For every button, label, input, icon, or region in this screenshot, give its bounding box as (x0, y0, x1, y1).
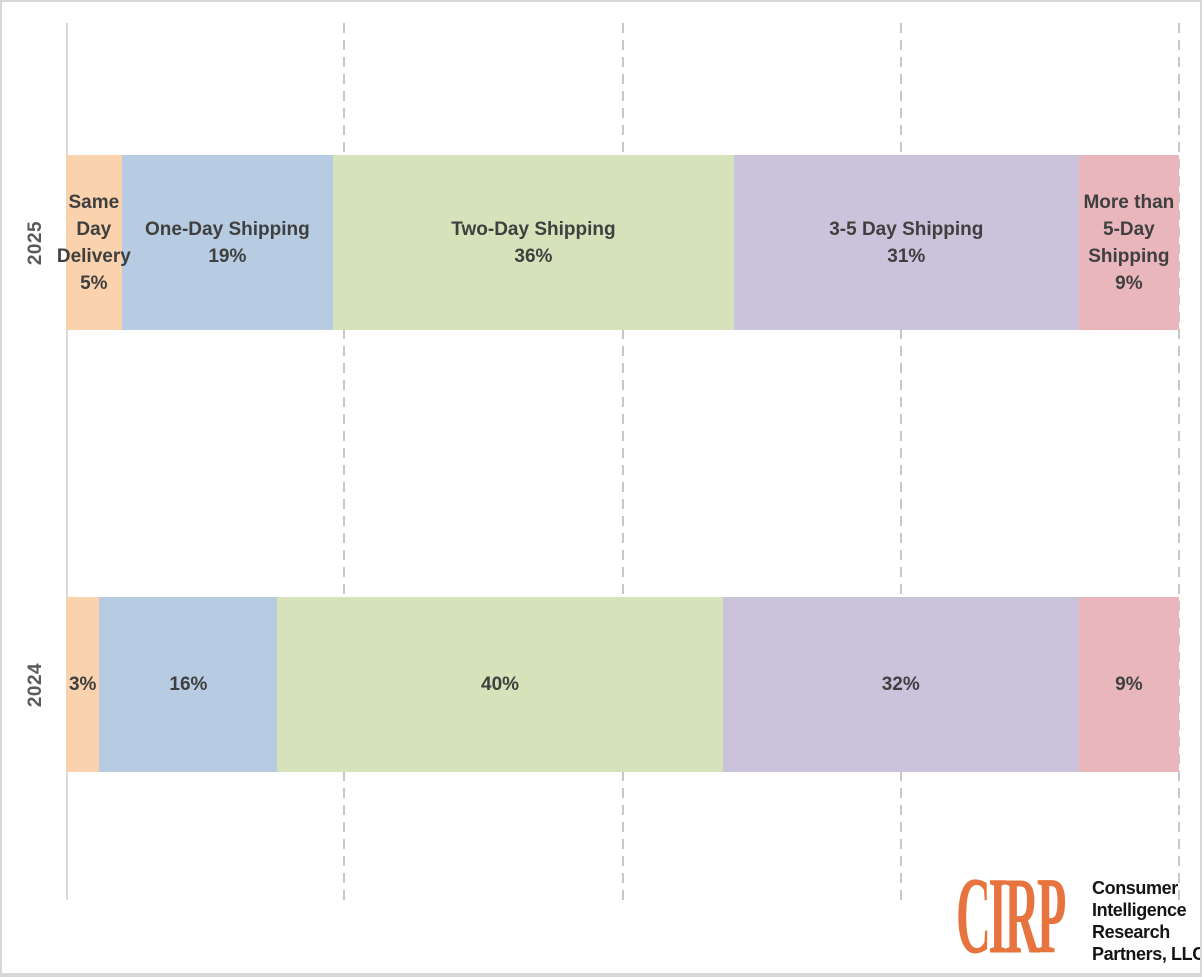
bar-segment-label: 9% (1115, 674, 1143, 695)
bar-segment-label: Two-Day Shipping 36% (451, 218, 616, 267)
y-axis-label-2024: 2024 (25, 662, 46, 707)
bar-segment-label: 16% (169, 674, 208, 695)
bar-row-2025: Same Day Delivery 5% One-Day Shipping 19% Two-… (57, 155, 1179, 330)
bar-segment-2024-same-day-delivery: 3% (66, 597, 100, 772)
bar-segment-2024-more-than-5-day-shipping: 9% (1078, 597, 1179, 772)
bar-segment-2025-3-5-day-shipping: 3-5 Day Shipping 31% (733, 155, 1079, 330)
cirp-logo-subtext-line: Intelligence (1092, 900, 1187, 920)
cirp-logo-subtext: Consumer Intelligence Research Partners,… (1092, 877, 1202, 965)
cirp-logo-subtext-line: Research (1092, 922, 1170, 942)
bar-segment-2025-two-day-shipping: Two-Day Shipping 36% (333, 155, 734, 330)
plot-area: Same Day Delivery 5% One-Day Shipping 19% Two-… (57, 23, 1180, 900)
gridline-100pct (1178, 23, 1180, 900)
gridline-25pct (343, 23, 346, 900)
gridline-50pct (621, 23, 624, 900)
bar-segment-label: Same Day Delivery 5% (56, 191, 131, 294)
bar-segment-label: 40% (481, 674, 520, 695)
bar-segment-2025-one-day-shipping: One-Day Shipping 19% (121, 155, 334, 330)
y-axis-line (66, 23, 68, 900)
bar-segment-2025-same-day-delivery: Same Day Delivery 5% (57, 155, 131, 330)
bar-segment-2024-one-day-shipping: 16% (99, 597, 278, 772)
bar-segment-2025-more-than-5-day-shipping: More than 5-Day Shipping 9% (1078, 155, 1179, 330)
bar-segment-label: More than 5-Day Shipping 9% (1083, 191, 1175, 294)
bar-segment-2024-two-day-shipping: 40% (277, 597, 723, 772)
bar-segment-label: 3% (68, 674, 97, 695)
bar-row-2024: 3% 16% 40% 32% 9% (66, 597, 1179, 772)
cirp-logo-text: CIRP (956, 854, 1066, 977)
bar-segment-label: 3-5 Day Shipping 31% (829, 218, 984, 267)
cirp-logo-subtext-line: Consumer (1092, 878, 1178, 898)
bar-segment-label: 32% (881, 674, 920, 695)
bar-segment-2024-3-5-day-shipping: 32% (722, 597, 1079, 772)
cirp-logo: CIRP Consumer Intelligence Research Part… (956, 854, 1200, 973)
y-axis-label-2025: 2025 (25, 220, 46, 265)
bar-segment-label: One-Day Shipping 19% (145, 218, 310, 267)
gridline-75pct (899, 23, 902, 900)
cirp-logo-subtext-line: Partners, LLC (1092, 944, 1202, 964)
